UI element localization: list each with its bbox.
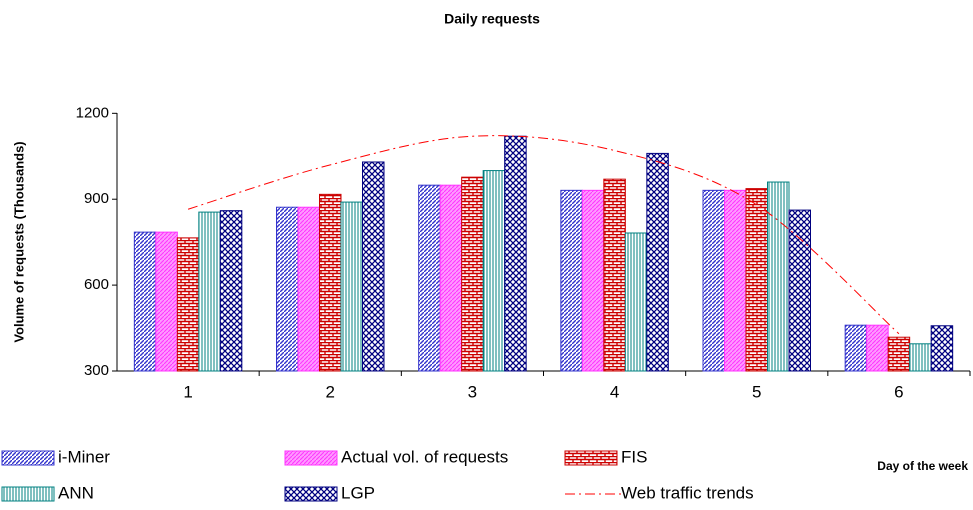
legend-swatch	[1, 450, 55, 466]
legend-swatch	[284, 450, 338, 466]
bar	[844, 324, 868, 372]
bar	[362, 161, 385, 372]
bar	[176, 237, 200, 372]
bar	[909, 343, 932, 372]
bar	[866, 324, 889, 372]
bar	[504, 135, 527, 372]
bar	[603, 178, 626, 372]
bar	[439, 184, 463, 372]
legend-label: Actual vol. of requests	[341, 447, 508, 466]
trend-line	[187, 135, 900, 335]
x-axis-label: Day of the week	[877, 459, 968, 473]
bar	[319, 193, 342, 372]
bar	[418, 184, 441, 372]
bar	[155, 231, 178, 372]
bar	[767, 181, 790, 372]
bar	[219, 210, 243, 372]
bar	[724, 189, 747, 372]
bar	[276, 206, 299, 372]
bar	[702, 189, 725, 372]
x-tick-label: 1	[183, 382, 192, 401]
legend-swatch	[284, 486, 338, 502]
bar	[560, 189, 583, 372]
bar	[297, 206, 320, 372]
bar	[482, 170, 506, 372]
x-tick-label: 3	[468, 382, 477, 401]
y-tick-label: 300	[84, 362, 109, 379]
bar	[581, 189, 605, 372]
bar	[198, 211, 221, 372]
x-tick-label: 4	[610, 382, 619, 401]
bar	[624, 232, 648, 372]
bar	[340, 201, 363, 372]
chart-title: Daily requests	[444, 11, 540, 27]
x-tick-label: 6	[894, 382, 903, 401]
bar	[646, 152, 669, 372]
bar	[133, 231, 157, 372]
y-axis-label: Volume of requests (Thousands)	[11, 141, 26, 342]
legend-label: i-Miner	[58, 447, 110, 466]
x-tick-label: 2	[326, 382, 335, 401]
legend-label: LGP	[341, 483, 375, 502]
y-tick-label: 900	[84, 190, 109, 207]
y-tick-label: 600	[84, 276, 109, 293]
x-tick-label: 5	[752, 382, 761, 401]
legend-label: Web traffic trends	[621, 483, 754, 502]
bar	[745, 188, 768, 372]
bar	[788, 209, 811, 372]
legend-swatch	[564, 450, 618, 466]
bar	[461, 176, 484, 372]
bar	[887, 336, 911, 372]
bar	[930, 325, 954, 372]
y-tick-label: 1200	[76, 104, 109, 121]
legend-swatch	[1, 486, 55, 502]
legend-label: ANN	[58, 483, 94, 502]
legend-label: FIS	[621, 447, 647, 466]
